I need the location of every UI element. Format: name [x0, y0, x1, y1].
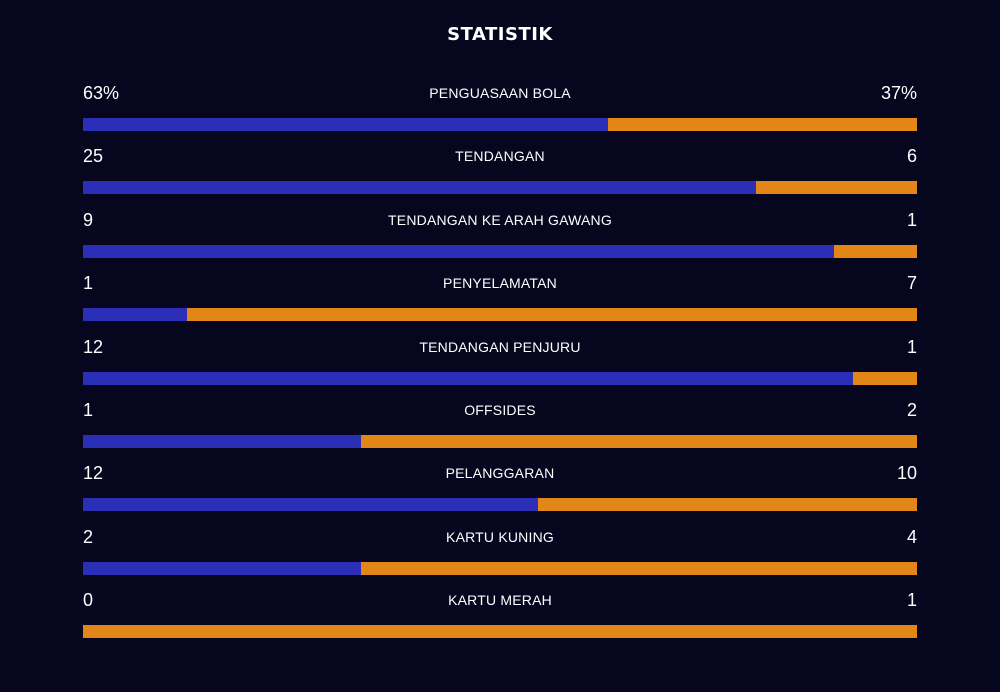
comparison-bar	[83, 371, 917, 385]
away-bar-segment	[537, 498, 917, 512]
away-value: 6	[906, 146, 917, 167]
away-value: 4	[906, 526, 917, 547]
stat-header: 1 OFFSIDES 2	[83, 397, 917, 427]
stats-title: STATISTIK	[447, 24, 553, 45]
away-bar-segment	[755, 181, 917, 195]
home-value: 0	[83, 590, 94, 611]
comparison-bar	[83, 434, 917, 448]
stat-header: 12 TENDANGAN PENJURU 1	[83, 334, 917, 364]
stat-row: 12 PELANGGARAN 10	[83, 460, 917, 523]
away-bar-segment	[833, 244, 917, 258]
home-bar-segment	[83, 308, 188, 322]
home-bar-segment	[83, 561, 361, 575]
stat-row: 0 KARTU MERAH 1	[83, 587, 917, 650]
away-value: 7	[906, 273, 917, 294]
away-value: 1	[906, 209, 917, 230]
away-value: 37%	[880, 83, 917, 103]
away-bar-segment	[83, 625, 917, 639]
comparison-bar	[83, 498, 917, 512]
stat-label: TENDANGAN	[455, 148, 545, 165]
stats-list: 63% PENGUASAAN BOLA 37% 25 TENDANGAN 6 9 TENDAN…	[83, 80, 917, 651]
stat-label: PENGUASAAN BOLA	[429, 85, 571, 101]
stat-header: 9 TENDANGAN KE ARAH GAWANG 1	[83, 207, 917, 237]
home-value: 1	[83, 273, 94, 294]
away-value: 1	[906, 336, 917, 357]
stat-label: PELANGGARAN	[445, 465, 555, 482]
home-value: 25	[83, 146, 104, 167]
home-bar-segment	[83, 181, 756, 195]
comparison-bar	[83, 561, 917, 575]
stat-header: 12 PELANGGARAN 10	[83, 460, 917, 490]
stat-label: KARTU KUNING	[446, 528, 554, 545]
stat-row: 63% PENGUASAAN BOLA 37%	[83, 80, 917, 143]
stat-label: KARTU MERAH	[448, 592, 552, 609]
stat-label: TENDANGAN PENJURU	[419, 338, 581, 355]
stat-label: PENYELAMATAN	[443, 275, 557, 292]
stat-header: 1 PENYELAMATAN 7	[83, 270, 917, 300]
comparison-bar	[83, 118, 917, 131]
stat-label: TENDANGAN KE ARAH GAWANG	[388, 211, 612, 228]
home-bar-segment	[83, 371, 853, 385]
stat-header: 2 KARTU KUNING 4	[83, 524, 917, 554]
stat-label: OFFSIDES	[464, 401, 536, 418]
stat-header: 63% PENGUASAAN BOLA 37%	[83, 80, 917, 110]
comparison-bar	[83, 308, 917, 322]
home-value: 12	[83, 463, 104, 484]
stat-header: 0 KARTU MERAH 1	[83, 587, 917, 617]
away-bar-segment	[360, 561, 917, 575]
stat-header: 25 TENDANGAN 6	[83, 143, 917, 173]
comparison-bar	[83, 181, 917, 195]
stat-row: 1 OFFSIDES 2	[83, 397, 917, 460]
home-value: 2	[83, 526, 94, 547]
stat-row: 12 TENDANGAN PENJURU 1	[83, 334, 917, 397]
comparison-bar	[83, 244, 917, 258]
stat-row: 9 TENDANGAN KE ARAH GAWANG 1	[83, 207, 917, 270]
away-bar-segment	[608, 118, 917, 131]
away-value: 1	[906, 590, 917, 611]
home-bar-segment	[83, 498, 538, 512]
home-bar-segment	[83, 118, 609, 131]
stat-row: 1 PENYELAMATAN 7	[83, 270, 917, 333]
away-bar-segment	[360, 434, 917, 448]
home-value: 63%	[83, 83, 120, 103]
home-bar-segment	[83, 244, 834, 258]
away-bar-segment	[187, 308, 917, 322]
home-bar-segment	[83, 434, 361, 448]
away-bar-segment	[852, 371, 917, 385]
away-value: 10	[896, 463, 917, 484]
stat-row: 25 TENDANGAN 6	[83, 143, 917, 206]
home-value: 1	[83, 399, 94, 420]
stat-row: 2 KARTU KUNING 4	[83, 524, 917, 587]
comparison-bar	[83, 625, 917, 639]
away-value: 2	[906, 399, 917, 420]
home-value: 9	[83, 209, 94, 230]
home-value: 12	[83, 336, 104, 357]
